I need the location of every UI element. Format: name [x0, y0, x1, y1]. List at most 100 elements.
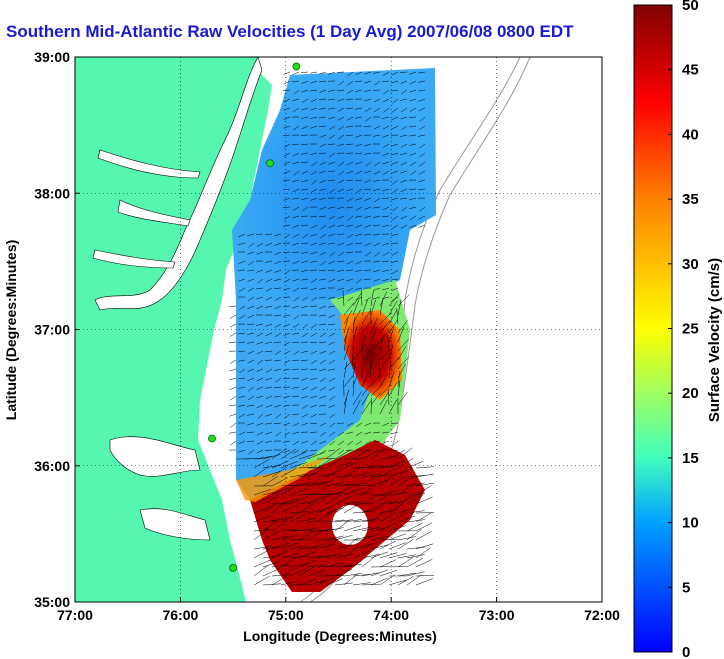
velocity-vector [237, 350, 246, 352]
velocity-vector [338, 80, 345, 86]
colorbar-tick-label: 25 [682, 321, 699, 338]
velocity-vector [346, 287, 354, 292]
velocity-vector [418, 107, 426, 112]
velocity-vector [361, 494, 378, 505]
velocity-vector [370, 479, 388, 487]
velocity-vector [298, 493, 317, 496]
velocity-vector [319, 377, 327, 382]
velocity-vector [311, 296, 318, 302]
velocity-vector [346, 197, 354, 202]
velocity-vector [355, 188, 363, 194]
velocity-vector [316, 473, 335, 478]
x-tick-label: 76:00 [162, 607, 198, 623]
velocity-vector [319, 197, 327, 200]
velocity-vector [307, 543, 326, 550]
velocity-vector [257, 359, 264, 365]
velocity-vector [329, 251, 336, 257]
velocity-vector [406, 522, 424, 532]
velocity-vector [271, 520, 288, 532]
velocity-vector [343, 573, 362, 577]
velocity-vector [265, 386, 273, 389]
velocity-vector [293, 170, 300, 176]
velocity-vector [328, 305, 336, 308]
velocity-vector [373, 233, 381, 236]
velocity-vector [379, 384, 392, 397]
velocity-vector [334, 569, 352, 577]
velocity-vector [264, 359, 273, 361]
velocity-vector [337, 224, 345, 227]
velocity-vector [409, 197, 417, 201]
velocity-vector [382, 98, 390, 103]
velocity-vector [319, 440, 327, 444]
velocity-vector [360, 325, 363, 343]
velocity-vector [392, 215, 399, 221]
velocity-vector [373, 71, 381, 74]
velocity-vector [319, 116, 327, 119]
velocity-vector [256, 422, 264, 426]
velocity-vector [283, 404, 291, 407]
velocity-vector [415, 578, 433, 586]
velocity-vector [307, 451, 325, 460]
velocity-vector [347, 296, 354, 302]
velocity-vector [325, 468, 343, 478]
coverage-south-edge [236, 455, 330, 502]
colorbar-tick-label: 45 [682, 62, 699, 79]
velocity-vector [238, 449, 246, 453]
velocity-vector [352, 471, 371, 478]
velocity-vector [319, 422, 327, 427]
river-2 [92, 249, 176, 269]
velocity-vector [265, 341, 273, 344]
velocity-vector [289, 556, 308, 559]
velocity-vector [328, 377, 336, 382]
velocity-vector [338, 170, 345, 176]
velocity-vector [388, 525, 407, 532]
velocity-vector [328, 116, 336, 120]
velocity-vector [338, 134, 345, 140]
velocity-vector [293, 125, 300, 131]
velocity-vector [282, 377, 291, 380]
velocity-vector [273, 287, 282, 289]
velocity-vector [262, 495, 279, 505]
velocity-vector [361, 299, 368, 316]
velocity-vector [382, 206, 390, 211]
velocity-vector [337, 143, 345, 147]
velocity-vector [374, 197, 381, 203]
velocity-vector [328, 260, 336, 265]
velocity-vector [283, 323, 291, 328]
velocity-vector [373, 242, 381, 247]
velocity-vector [262, 561, 281, 568]
velocity-vector [337, 188, 345, 193]
velocity-vector [415, 559, 433, 568]
velocity-vector [406, 493, 426, 496]
velocity-vector [361, 518, 380, 523]
velocity-vector [391, 89, 399, 92]
velocity-vector [369, 361, 372, 379]
velocity-vector [370, 569, 388, 577]
velocity-vector [292, 233, 300, 238]
velocity-vector [361, 347, 372, 361]
velocity-vector [352, 484, 372, 487]
velocity-vector [256, 287, 264, 290]
velocity-vector [318, 125, 327, 127]
velocity-vector [364, 233, 372, 236]
velocity-vector [265, 422, 273, 425]
bay-water [94, 57, 263, 311]
velocity-vector [274, 404, 282, 408]
velocity-vector [253, 545, 272, 550]
velocity-vector [310, 404, 318, 408]
velocity-vector [271, 542, 290, 550]
velocity-vector [373, 269, 381, 273]
velocity-vector [247, 269, 255, 272]
velocity-vector [370, 465, 389, 469]
velocity-vector [256, 440, 264, 445]
velocity-vector [247, 314, 255, 319]
velocity-vector [355, 179, 363, 182]
velocity-vector [319, 359, 327, 364]
velocity-vector [284, 431, 291, 437]
velocity-vector [283, 395, 291, 399]
velocity-vector [325, 507, 344, 514]
velocity-vector [274, 242, 282, 246]
velocity-vector [418, 224, 426, 228]
velocity-vector [343, 302, 355, 316]
velocity-vector [361, 541, 379, 550]
